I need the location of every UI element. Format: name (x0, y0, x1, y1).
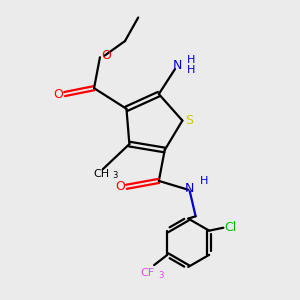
Text: 3: 3 (112, 171, 118, 180)
Text: N: N (185, 182, 194, 195)
Text: N: N (173, 59, 182, 72)
Text: CH: CH (93, 169, 110, 179)
Text: H: H (187, 55, 195, 64)
Text: Cl: Cl (224, 221, 236, 234)
Text: O: O (115, 180, 125, 193)
Text: 3: 3 (159, 271, 164, 280)
Text: H: H (200, 176, 209, 186)
Text: CF: CF (141, 268, 155, 278)
Text: O: O (101, 49, 111, 62)
Text: O: O (53, 88, 63, 100)
Text: S: S (185, 114, 193, 127)
Text: H: H (187, 65, 195, 76)
